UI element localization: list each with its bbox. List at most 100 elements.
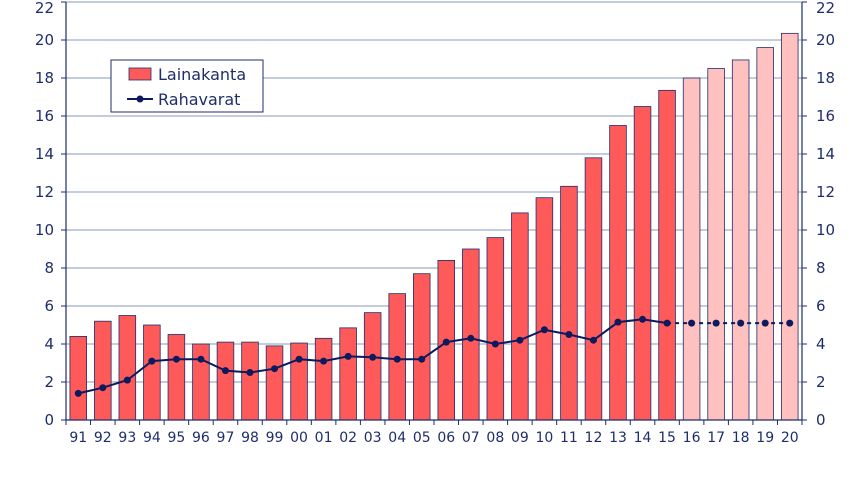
- x-tick-label: 99: [266, 430, 284, 446]
- x-tick-label: 93: [118, 430, 136, 446]
- y-tick-label-left: 20: [35, 31, 54, 49]
- bar: [69, 335, 88, 421]
- bar: [633, 106, 652, 421]
- point: [467, 334, 475, 342]
- x-tick-label: 02: [339, 430, 357, 446]
- point: [246, 369, 254, 376]
- y-tick-label-left: 2: [44, 373, 54, 391]
- point: [761, 319, 769, 327]
- bar: [94, 320, 112, 421]
- gridlines: [66, 1, 802, 383]
- bar: [363, 312, 382, 421]
- y-tick-label-left: 0: [44, 411, 54, 429]
- y-tick-label-right: 22: [816, 0, 835, 17]
- x-tick-label: 19: [756, 430, 774, 446]
- point: [295, 355, 303, 363]
- bar: [143, 324, 161, 421]
- x-tick-label: 11: [560, 430, 578, 446]
- x-tick-label: 16: [683, 430, 701, 446]
- point: [442, 338, 450, 346]
- bar: [192, 343, 210, 421]
- point: [197, 355, 205, 363]
- point: [614, 318, 622, 326]
- x-tick-label: 18: [732, 430, 750, 446]
- point: [221, 367, 229, 375]
- x-tick-label: 06: [437, 430, 455, 446]
- bar: [339, 327, 357, 421]
- point: [369, 353, 377, 361]
- bar: [609, 125, 627, 421]
- x-tick-label: 03: [364, 430, 382, 446]
- y-tick-label-right: 18: [816, 69, 835, 87]
- y-tick-label-right: 6: [816, 297, 826, 315]
- y-tick-label-left: 10: [35, 221, 54, 239]
- x-tick-label: 96: [192, 430, 210, 446]
- point: [589, 336, 597, 344]
- point: [688, 319, 696, 327]
- y-tick-label-left: 14: [35, 145, 54, 163]
- bar: [682, 77, 701, 421]
- bar: [167, 334, 186, 421]
- legend-marker-rahavarat: [136, 95, 144, 103]
- point: [786, 319, 794, 327]
- bar: [535, 197, 554, 421]
- legend-label-rahavarat: Rahavarat: [158, 90, 240, 109]
- bar: [412, 273, 431, 421]
- point: [99, 384, 107, 392]
- y-tick-label-left: 18: [35, 69, 54, 87]
- legend-swatch-lainakanta: [128, 67, 152, 81]
- bar: [756, 47, 774, 421]
- y-tick-label-left: 12: [35, 183, 54, 201]
- bar: [658, 89, 676, 421]
- x-tick-label: 94: [143, 430, 161, 446]
- x-axis-ticks: 91 92 93 94 95 96 97 98 99 00 01 02 03 04 05 06 07 08 09 10…: [65, 420, 803, 446]
- bar: [290, 342, 308, 421]
- x-tick-label: 97: [217, 430, 235, 446]
- x-tick-label: 10: [535, 430, 553, 446]
- y-tick-label-left: 16: [35, 107, 54, 125]
- y-tick-label-left: 6: [44, 297, 54, 315]
- point: [320, 357, 328, 365]
- x-tick-label: 09: [511, 430, 529, 446]
- bar: [216, 341, 235, 421]
- x-tick-label: 92: [94, 430, 112, 446]
- point: [712, 319, 720, 327]
- bar: [780, 32, 799, 421]
- x-tick-label: 05: [413, 430, 431, 446]
- line-series-rahavarat: [74, 315, 794, 397]
- bar: [118, 315, 137, 421]
- point: [74, 389, 82, 397]
- bar: [486, 237, 505, 421]
- x-tick-label: 04: [388, 430, 406, 446]
- y-tick-label-right: 20: [816, 31, 835, 49]
- x-tick-label: 00: [290, 430, 308, 446]
- legend: Lainakanta Rahavarat: [110, 59, 264, 113]
- point: [565, 331, 573, 338]
- bar: [265, 345, 284, 421]
- bar-series-lainakanta: [69, 32, 799, 421]
- x-tick-label: 17: [707, 430, 725, 446]
- point: [663, 319, 671, 327]
- legend-label-lainakanta: Lainakanta: [158, 65, 246, 84]
- bar: [462, 248, 480, 421]
- x-tick-label: 08: [486, 430, 504, 446]
- y-tick-label-right: 0: [816, 411, 826, 429]
- point: [344, 352, 352, 360]
- x-tick-label: 13: [609, 430, 627, 446]
- y-tick-label-right: 8: [816, 259, 826, 277]
- bar: [560, 185, 578, 421]
- y-tick-label-right: 16: [816, 107, 835, 125]
- x-tick-label: 91: [69, 430, 87, 446]
- point: [271, 365, 279, 373]
- bar: [584, 157, 603, 421]
- point: [540, 326, 548, 334]
- bar: [511, 212, 529, 421]
- y-axis-right-ticks: 0 2 4 6 8 10 12 14 16 18 20 22: [802, 0, 835, 429]
- y-tick-label-left: 4: [44, 335, 54, 353]
- bar: [731, 59, 750, 421]
- y-tick-label-right: 2: [816, 373, 826, 391]
- bar: [707, 68, 725, 421]
- point: [418, 355, 426, 363]
- point: [491, 340, 499, 348]
